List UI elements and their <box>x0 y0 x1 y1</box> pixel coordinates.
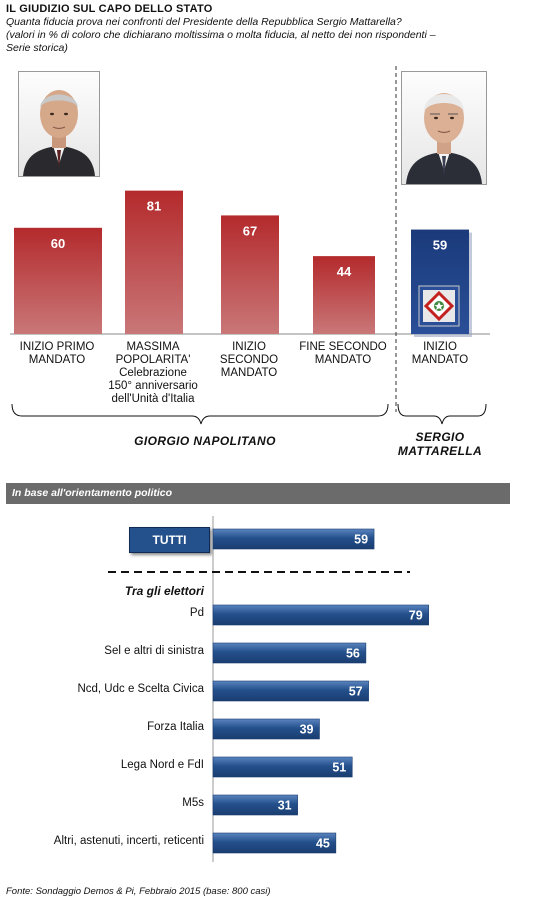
bar-value-label-2: 67 <box>243 223 257 238</box>
hbar-3 <box>212 718 320 740</box>
total-bar <box>212 528 375 550</box>
subtitle-line-1: Quanta fiducia prova nei confronti del P… <box>6 16 402 28</box>
subtitle-line-3: Serie storica) <box>6 42 68 54</box>
presidential-emblem-icon <box>418 285 460 327</box>
category-label-fine-secondo-mandato: FINE SECONDO MANDATO <box>299 341 387 366</box>
mattarella-portrait <box>401 71 487 185</box>
hbar-value-label-2: 57 <box>349 685 363 699</box>
total-label-box: TUTTI <box>129 527 210 553</box>
orientation-bar-chart: 59 79 56 57 39 51 31 45 <box>108 516 429 862</box>
hbar-category-label-0: Pd <box>189 607 204 619</box>
hbar-0 <box>212 604 429 626</box>
hbar-value-label-5: 31 <box>278 799 292 813</box>
hbar-category-label-2: Ncd, Udc e Scelta Civica <box>77 683 204 695</box>
bar-3 <box>313 256 375 334</box>
group-label-mattarella: SERGIO MATTARELLA <box>397 430 483 458</box>
hbar-1 <box>212 642 367 664</box>
hbar-5 <box>212 794 298 816</box>
hbar-value-label-3: 39 <box>300 723 314 737</box>
hbar-4 <box>212 756 353 778</box>
bar-2 <box>221 215 279 334</box>
category-label-inizio-primo-mandato: INIZIO PRIMO MANDATO <box>19 341 95 366</box>
bar-1 <box>125 190 183 334</box>
mattarella-brace <box>397 403 487 425</box>
hbar-category-label-6: Altri, astenuti, incerti, reticenti <box>53 835 204 847</box>
bar-value-label-1: 81 <box>147 199 161 214</box>
bar-value-label-4: 59 <box>433 238 447 253</box>
category-label-massima-popolarita: MASSIMA POPOLARITA' Celebrazione 150° an… <box>108 341 198 405</box>
page-title: IL GIUDIZIO SUL CAPO DELLO STATO <box>6 3 213 15</box>
hbar-2 <box>212 680 369 702</box>
group-label-elettori: Tra gli elettori <box>124 584 204 598</box>
total-value-label: 59 <box>354 533 368 547</box>
category-label-inizio-mandato: INIZIO MANDATO <box>411 341 469 366</box>
subtitle-line-2: (valori in % di coloro che dichiarano mo… <box>6 29 436 41</box>
bar-0 <box>14 227 102 334</box>
hbar-category-label-1: Sel e altri di sinistra <box>104 645 204 657</box>
bar-value-label-0: 60 <box>51 236 65 251</box>
hbar-value-label-1: 56 <box>346 647 360 661</box>
hbar-6 <box>212 832 337 854</box>
hbar-category-label-5: M5s <box>182 797 204 809</box>
group-label-napolitano: GIORGIO NAPOLITANO <box>134 434 276 448</box>
category-label-inizio-secondo-mandato: INIZIO SECONDO MANDATO <box>219 341 279 379</box>
hbar-category-label-3: Forza Italia <box>147 721 204 733</box>
hbar-category-label-4: Lega Nord e FdI <box>120 759 204 771</box>
napolitano-brace <box>11 403 389 425</box>
hbar-value-label-4: 51 <box>332 761 346 775</box>
source-note: Fonte: Sondaggio Demos & Pi, Febbraio 20… <box>6 886 271 897</box>
section-banner: In base all'orientamento politico <box>6 483 510 504</box>
bar-value-label-3: 44 <box>337 264 352 279</box>
napolitano-portrait <box>18 71 100 177</box>
hbar-value-label-6: 45 <box>316 837 330 851</box>
hbar-value-label-0: 79 <box>409 609 423 623</box>
trend-column-chart: 60 81 67 44 59 <box>10 66 490 425</box>
